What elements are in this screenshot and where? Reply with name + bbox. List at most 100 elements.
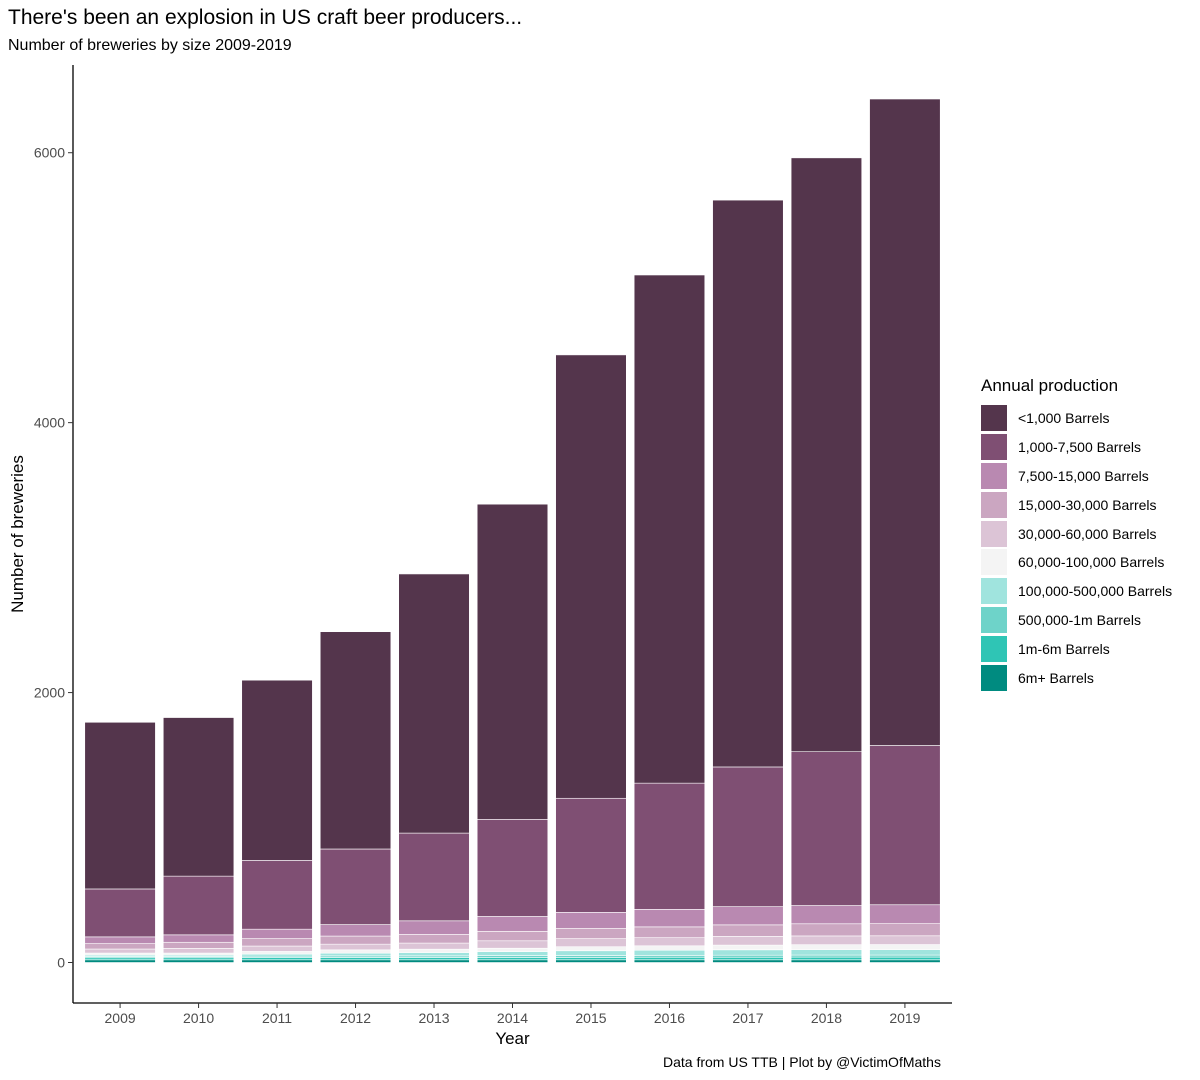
bar-segment <box>476 951 549 956</box>
bar-segment <box>712 906 784 926</box>
y-axis-title: Number of breweries <box>8 455 27 613</box>
legend-swatch <box>981 578 1007 605</box>
bar-segment <box>555 928 627 939</box>
x-axis-title: Year <box>495 1029 530 1048</box>
bar-segment <box>712 936 784 946</box>
bar-segment <box>476 503 549 820</box>
bar-segment <box>476 931 549 942</box>
bar-segment <box>241 860 313 930</box>
bar-segment <box>319 952 392 957</box>
legend-item: 1m-6m Barrels <box>981 634 1172 663</box>
x-tick-label: 2018 <box>811 1010 842 1026</box>
x-tick-label: 2017 <box>732 1010 763 1026</box>
bar-segment <box>790 935 863 945</box>
bar-segment <box>712 944 784 951</box>
legend-swatch <box>981 549 1007 576</box>
x-tick-label: 2014 <box>497 1010 528 1026</box>
bar-segment <box>398 832 470 922</box>
legend-swatch <box>981 405 1007 432</box>
bar-segment <box>869 98 941 746</box>
bar-segment <box>712 924 784 937</box>
bar-segment <box>633 956 706 961</box>
bar-segment <box>241 957 313 961</box>
legend-swatch <box>981 635 1007 662</box>
bar-segment <box>555 957 627 961</box>
legend-item: 1,000-7,500 Barrels <box>981 433 1172 462</box>
bar-segment <box>319 631 392 850</box>
bar-segment <box>398 948 470 953</box>
bar-segment <box>712 959 784 963</box>
bar-segment <box>319 935 392 945</box>
bar-segment <box>633 909 706 928</box>
bar-segment <box>84 952 156 956</box>
x-tick-label: 2009 <box>105 1010 136 1026</box>
bar-segment <box>869 935 941 945</box>
legend-item: 60,000-100,000 Barrels <box>981 548 1172 577</box>
bar-segment <box>162 952 235 956</box>
legend-label: 500,000-1m Barrels <box>1018 611 1141 628</box>
legend-label: 30,000-60,000 Barrels <box>1018 525 1157 542</box>
bar-segment <box>790 949 863 956</box>
bar-segment <box>319 848 392 925</box>
bar-segment <box>476 819 549 917</box>
y-tick-label: 6000 <box>34 145 65 161</box>
bar-segment <box>555 354 627 799</box>
legend-label: 1,000-7,500 Barrels <box>1018 439 1141 456</box>
legend-swatch <box>981 462 1007 489</box>
bar-segment <box>162 717 235 877</box>
bar-segment <box>398 952 470 957</box>
bar-segment <box>633 274 706 784</box>
y-tick-label: 2000 <box>34 685 65 701</box>
legend-swatch <box>981 520 1007 547</box>
bar-segment <box>869 745 941 906</box>
legend-label: 60,000-100,000 Barrels <box>1018 554 1165 571</box>
bar-segment <box>162 948 235 954</box>
bar-segment <box>241 938 313 947</box>
bar-segment <box>162 941 235 949</box>
bar-segment <box>476 959 549 963</box>
legend-swatch <box>981 491 1007 518</box>
bar-segment <box>790 954 863 958</box>
bar-segment <box>633 782 706 910</box>
bar-segment <box>869 956 941 961</box>
y-tick-label: 0 <box>57 955 65 971</box>
chart-caption: Data from US TTB | Plot by @VictimOfMath… <box>663 1054 941 1070</box>
legend-items: <1,000 Barrels 1,000-7,500 Barrels 7,500-1… <box>981 404 1172 692</box>
x-axis-ticks: 2009 2010 2011 2012 2013 2014 2015 2016 2017 2018… <box>105 1003 921 1026</box>
x-tick-label: 2012 <box>340 1010 371 1026</box>
bar-segment <box>712 199 784 768</box>
bar-segment <box>241 945 313 952</box>
bar-segment <box>555 797 627 913</box>
bar-segment <box>555 959 627 963</box>
bar-segment <box>84 959 156 963</box>
bar-segment <box>84 721 156 890</box>
bar-segment <box>790 905 863 925</box>
bar-segment <box>84 943 156 950</box>
legend-item: 7,500-15,000 Barrels <box>981 462 1172 491</box>
bar-segment <box>398 942 470 950</box>
bar-segment <box>633 959 706 963</box>
legend-item: <1,000 Barrels <box>981 404 1172 433</box>
bar-segment <box>241 959 313 963</box>
bar-segment <box>555 938 627 948</box>
bar-segment <box>790 944 863 950</box>
bar-segment <box>84 957 156 961</box>
legend-item: 500,000-1m Barrels <box>981 606 1172 635</box>
bar-segment <box>241 928 313 939</box>
bar-segment <box>790 959 863 963</box>
x-tick-label: 2019 <box>889 1010 920 1026</box>
bar-segment <box>84 936 156 944</box>
legend-item: 6m+ Barrels <box>981 663 1172 692</box>
bar-segment <box>712 954 784 958</box>
bar-segment <box>398 957 470 961</box>
legend-label: <1,000 Barrels <box>1018 410 1110 427</box>
bar-segment <box>633 926 706 938</box>
legend: Annual production <1,000 Barrels 1,000-7,… <box>981 376 1172 692</box>
legend-item: 100,000-500,000 Barrels <box>981 577 1172 606</box>
bar-segment <box>241 679 313 861</box>
bar-segment <box>398 933 470 944</box>
bar-segment <box>398 920 470 935</box>
bar-segment <box>476 957 549 961</box>
bar-segment <box>869 959 941 963</box>
